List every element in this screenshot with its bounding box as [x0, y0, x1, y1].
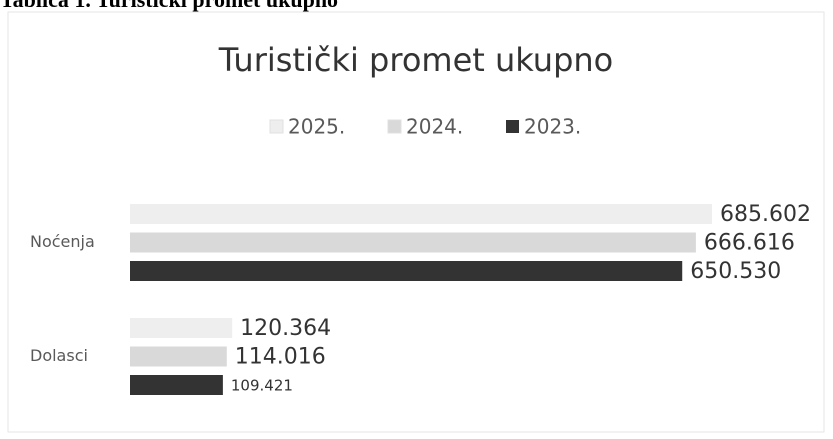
value-label: 120.364: [240, 316, 331, 341]
value-label: 685.602: [720, 202, 811, 227]
value-label: 109.421: [231, 377, 293, 395]
legend-swatch: [269, 119, 284, 134]
chart-title: Turistički promet ukupno: [218, 41, 614, 79]
category-label: Dolasci: [30, 346, 88, 365]
bar: [130, 375, 223, 395]
legend-swatch: [506, 120, 519, 133]
bar: [130, 232, 696, 253]
value-label: 114.016: [235, 345, 326, 370]
bar: [130, 318, 233, 338]
value-label: 666.616: [704, 231, 795, 256]
value-label: 650.530: [690, 259, 781, 284]
bar: [130, 261, 683, 281]
legend-label: 2024.: [406, 115, 463, 139]
legend-label: 2023.: [524, 115, 581, 139]
category-label: Noćenja: [30, 232, 95, 251]
legend-label: 2025.: [288, 115, 345, 139]
bar: [130, 204, 712, 224]
legend-swatch: [387, 119, 402, 134]
caption: Tablica 1. Turistički promet ukupno: [0, 0, 338, 12]
bar: [130, 346, 227, 367]
